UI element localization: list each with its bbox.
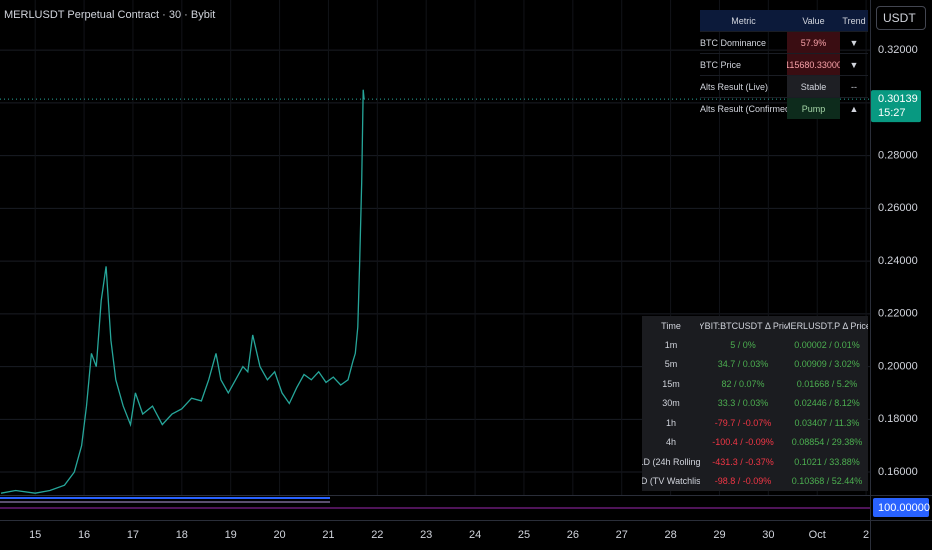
table-cell: 5 / 0% (730, 339, 756, 350)
table-row: 1h -79.7 / -0.07% 0.03407 / 11.3% (642, 413, 868, 433)
y-tick-label: 0.18000 (878, 413, 918, 425)
table-cell: ▼ (849, 59, 859, 70)
y-tick-label: 0.22000 (878, 308, 918, 320)
price-line (0, 89, 365, 494)
y-tick-label: 0.26000 (878, 202, 918, 214)
table-cell: Stable (787, 76, 840, 97)
x-tick-label: 27 (616, 529, 628, 541)
table-cell: 33.3 / 0.03% (717, 398, 769, 409)
x-tick-label: 25 (518, 529, 530, 541)
table-cell: Alts Result (Confirmed) (700, 103, 787, 114)
metrics-table: Metric Value Trend BTC Dominance 57.9% ▼ BTC P… (700, 10, 868, 119)
x-tick-label: 20 (273, 529, 285, 541)
table-cell: 0.03407 / 11.3% (794, 417, 860, 428)
table-cell: 0.02446 / 8.12% (794, 398, 860, 409)
table-row: Alts Result (Live) Stable -- (700, 75, 868, 97)
table-cell: Alts Result (Live) (700, 81, 769, 92)
y-tick-label: 0.20000 (878, 360, 918, 372)
header-cell: BYBIT:BTCUSDT Δ Price (700, 320, 786, 331)
x-tick-label: 21 (322, 529, 334, 541)
table-cell: ▼ (849, 37, 859, 48)
table-cell: 82 / 0.07% (721, 378, 765, 389)
y-tick-label: 0.16000 (878, 466, 918, 478)
header-cell: MERLUSDT.P Δ Price (786, 320, 868, 331)
table-row: Alts Result (Confirmed) Pump ▲ (700, 97, 868, 119)
table-row: 1D (TV Watchlist) -98.8 / -0.09% 0.10368 /… (642, 472, 868, 492)
change-table: Time BYBIT:BTCUSDT Δ PriceMERLUSDT.P Δ Pr… (642, 316, 868, 491)
table-cell: 115680.33000 (787, 54, 840, 75)
x-tick-label: 2 (863, 529, 869, 541)
table-cell: 0.00909 / 3.02% (794, 359, 860, 370)
last-price-tag (871, 90, 921, 123)
table-cell: 1D (TV Watchlist) (642, 476, 700, 487)
x-tick-label: 18 (176, 529, 188, 541)
table-cell: -- (851, 81, 857, 92)
table-cell: -79.7 / -0.07% (714, 417, 772, 428)
table-cell: -98.8 / -0.09% (714, 476, 772, 487)
x-tick-label: 24 (469, 529, 481, 541)
header-cell: Value (802, 15, 825, 26)
y-tick-label: 0.32000 (878, 44, 918, 56)
table-row: 15m 82 / 0.07% 0.01668 / 5.2% (642, 374, 868, 394)
table-cell: Pump (787, 98, 840, 119)
table-cell: 5m (664, 359, 678, 370)
currency-button[interactable]: USDT (876, 6, 926, 30)
table-cell: -431.3 / -0.37% (712, 456, 774, 467)
table-row: 1D (24h Rolling) -431.3 / -0.37% 0.1021 / … (642, 452, 868, 472)
table-cell: 4h (665, 437, 676, 448)
header-cell: Metric (731, 15, 756, 26)
table-cell: 1D (24h Rolling) (642, 456, 700, 467)
table-row: 4h -100.4 / -0.09% 0.08854 / 29.38% (642, 433, 868, 453)
x-tick-label: 19 (225, 529, 237, 541)
table-cell: 0.1021 / 33.88% (794, 456, 860, 467)
y-tick-label: 0.24000 (878, 255, 918, 267)
last-price-label: 0.30139 (878, 93, 918, 105)
x-tick-label: 16 (78, 529, 90, 541)
x-tick-label: Oct (809, 529, 826, 541)
x-tick-label: 26 (567, 529, 579, 541)
table-cell: 0.10368 / 52.44% (791, 476, 863, 487)
indicator-tag (873, 498, 929, 517)
table-cell: 0.08854 / 29.38% (791, 437, 863, 448)
table-cell: BTC Price (700, 59, 742, 70)
table-cell: 34.7 / 0.03% (717, 359, 769, 370)
table-cell: 15m (662, 378, 680, 389)
x-tick-label: 30 (762, 529, 774, 541)
x-tick-label: 15 (29, 529, 41, 541)
table-row: 1m 5 / 0% 0.00002 / 0.01% (642, 335, 868, 355)
chart-title: MERLUSDT Perpetual Contract · 30 · Bybit (4, 9, 216, 21)
table-row: BTC Price 115680.33000 ▼ (700, 53, 868, 75)
table-cell: 0.01668 / 5.2% (796, 378, 858, 389)
table-header: Time BYBIT:BTCUSDT Δ PriceMERLUSDT.P Δ Pr… (642, 316, 868, 335)
table-cell: BTC Dominance (700, 37, 767, 48)
y-tick-label: 0.28000 (878, 150, 918, 162)
table-cell: 1h (665, 417, 676, 428)
x-tick-label: 17 (127, 529, 139, 541)
table-row: 30m 33.3 / 0.03% 0.02446 / 8.12% (642, 394, 868, 414)
table-cell: 57.9% (787, 32, 840, 53)
table-cell: -100.4 / -0.09% (712, 437, 774, 448)
x-tick-label: 29 (713, 529, 725, 541)
table-cell: 30m (662, 398, 680, 409)
table-header: Metric Value Trend (700, 10, 868, 31)
table-cell: 0.00002 / 0.01% (794, 339, 860, 350)
indicator-label: 100.00000 (878, 502, 930, 514)
countdown-label: 15:27 (878, 107, 906, 119)
table-cell: ▲ (849, 103, 859, 114)
table-row: 5m 34.7 / 0.03% 0.00909 / 3.02% (642, 355, 868, 375)
x-tick-label: 23 (420, 529, 432, 541)
x-tick-label: 28 (664, 529, 676, 541)
header-cell: Trend (842, 15, 866, 26)
table-row: BTC Dominance 57.9% ▼ (700, 31, 868, 53)
table-cell: 1m (664, 339, 678, 350)
header-cell: Time (661, 320, 681, 331)
x-tick-label: 22 (371, 529, 383, 541)
